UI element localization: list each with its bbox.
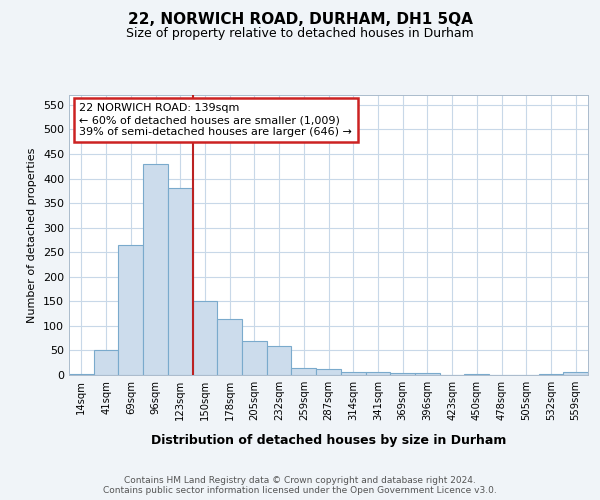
- Bar: [563, 372, 588, 375]
- Bar: [242, 340, 267, 375]
- Bar: [341, 372, 365, 375]
- Text: Size of property relative to detached houses in Durham: Size of property relative to detached ho…: [126, 28, 474, 40]
- Bar: [539, 374, 563, 375]
- Bar: [168, 188, 193, 375]
- Bar: [69, 374, 94, 375]
- Bar: [193, 302, 217, 375]
- Bar: [292, 368, 316, 375]
- Bar: [365, 372, 390, 375]
- X-axis label: Distribution of detached houses by size in Durham: Distribution of detached houses by size …: [151, 434, 506, 447]
- Text: 22, NORWICH ROAD, DURHAM, DH1 5QA: 22, NORWICH ROAD, DURHAM, DH1 5QA: [128, 12, 472, 28]
- Bar: [94, 350, 118, 375]
- Y-axis label: Number of detached properties: Number of detached properties: [28, 148, 37, 322]
- Bar: [217, 318, 242, 375]
- Bar: [415, 372, 440, 375]
- Bar: [316, 368, 341, 375]
- Bar: [118, 245, 143, 375]
- Bar: [267, 346, 292, 375]
- Bar: [390, 372, 415, 375]
- Text: Contains HM Land Registry data © Crown copyright and database right 2024.
Contai: Contains HM Land Registry data © Crown c…: [103, 476, 497, 495]
- Bar: [464, 374, 489, 375]
- Text: 22 NORWICH ROAD: 139sqm
← 60% of detached houses are smaller (1,009)
39% of semi: 22 NORWICH ROAD: 139sqm ← 60% of detache…: [79, 104, 352, 136]
- Bar: [143, 164, 168, 375]
